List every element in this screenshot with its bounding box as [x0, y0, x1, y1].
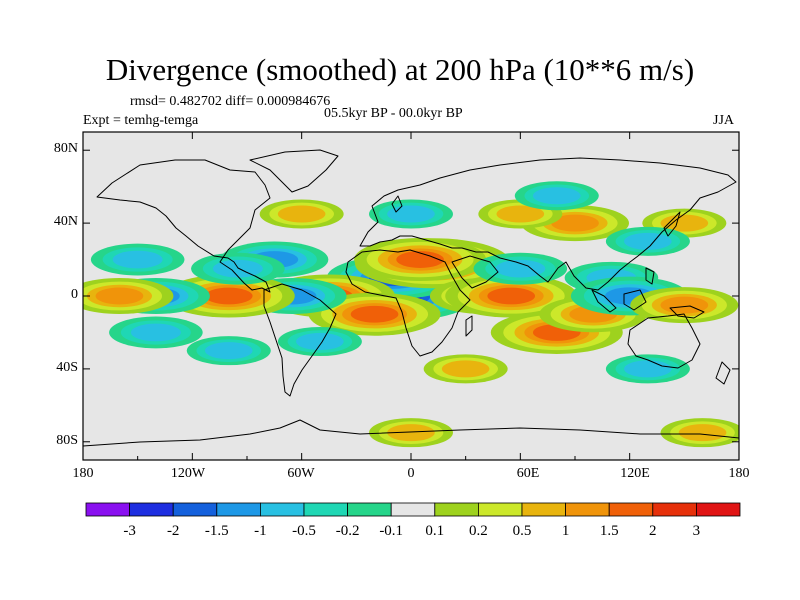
- field-contour: [624, 232, 672, 250]
- lon-tick-label: 120E: [620, 466, 650, 481]
- field-contour: [495, 259, 546, 278]
- field-contour: [277, 205, 326, 223]
- field-anomaly: [605, 354, 690, 384]
- coastline-philippines: [645, 267, 655, 285]
- field-contour: [551, 214, 599, 232]
- lon-tick-label: 180: [72, 466, 94, 481]
- field-contour: [496, 205, 545, 223]
- lat-tick-label: 0: [71, 287, 78, 302]
- lat-tick-label: 80S: [56, 433, 78, 448]
- field-anomaly: [369, 418, 453, 448]
- experiment-text: Expt = temhg-temga: [83, 113, 199, 128]
- coastline-australia: [627, 313, 701, 369]
- field-contour: [441, 360, 490, 378]
- lon-tick-label: 60E: [516, 466, 540, 481]
- season-text: JJA: [713, 113, 735, 128]
- coastline-south-america: [263, 283, 337, 397]
- field-contour: [396, 251, 444, 268]
- field-contour: [487, 287, 536, 305]
- coastline-arabia: [451, 255, 499, 289]
- field-contour: [660, 214, 709, 232]
- coastlines: [83, 149, 739, 447]
- field-contour: [624, 360, 672, 378]
- field-anomaly: [186, 336, 271, 366]
- coastline-japan: [663, 211, 681, 237]
- field-contour: [660, 296, 709, 314]
- axis-ticks: [82, 132, 740, 460]
- field-contour: [296, 333, 344, 351]
- field-anomaly: [423, 354, 508, 384]
- field-anomaly: [514, 181, 599, 211]
- field-anomaly: [354, 238, 487, 282]
- field-anomaly: [90, 243, 185, 276]
- field-contour: [350, 305, 399, 323]
- lat-tick-label: 40S: [56, 360, 78, 375]
- field-anomaly: [83, 278, 174, 314]
- field-anomaly: [259, 199, 344, 229]
- coastline-eurasia: [359, 157, 737, 291]
- lat-tick-label: 80N: [53, 141, 78, 156]
- field-anomaly: [660, 418, 739, 448]
- field-contour: [387, 205, 435, 223]
- coastline-africa: [345, 249, 471, 357]
- coastline-borneo: [623, 289, 647, 311]
- field-contour: [212, 259, 263, 278]
- field-anomaly: [109, 316, 203, 349]
- field-anomaly: [473, 252, 568, 285]
- lon-tick-label: 0: [407, 466, 415, 481]
- field-contour: [95, 287, 144, 305]
- lat-tick-label: 40N: [53, 214, 78, 229]
- period-text: 05.5kyr BP - 00.0kyr BP: [324, 106, 463, 121]
- coastline-british-isles: [391, 195, 403, 213]
- field-anomaly: [369, 199, 453, 229]
- coastline-antarctica: [83, 419, 739, 447]
- coastline-madagascar: [465, 315, 473, 337]
- coastline-greenland: [249, 149, 339, 193]
- coastline-north-america: [96, 159, 271, 293]
- field-anomaly: [191, 252, 285, 285]
- field-anomaly: [605, 226, 690, 256]
- coastline-new-zealand: [715, 361, 731, 385]
- coastline-sumatra: [591, 289, 617, 313]
- field-contour: [678, 424, 727, 442]
- field-contour: [204, 342, 253, 360]
- lon-tick-label: 180: [728, 466, 750, 481]
- lon-tick-label: 60W: [287, 466, 315, 481]
- field-anomaly: [277, 327, 362, 357]
- stats-text: rmsd= 0.482702 diff= 0.000984676: [130, 94, 331, 109]
- divergence-field: [83, 181, 739, 448]
- field-contour: [204, 287, 253, 305]
- lon-tick-label: 120W: [170, 466, 206, 481]
- field-contour: [112, 250, 163, 269]
- field-contour: [387, 424, 435, 442]
- field-contour: [532, 187, 581, 205]
- field-anomaly: [630, 287, 739, 324]
- field-contour: [130, 323, 181, 342]
- plot-title: Divergence (smoothed) at 200 hPa (10**6 …: [105, 52, 695, 87]
